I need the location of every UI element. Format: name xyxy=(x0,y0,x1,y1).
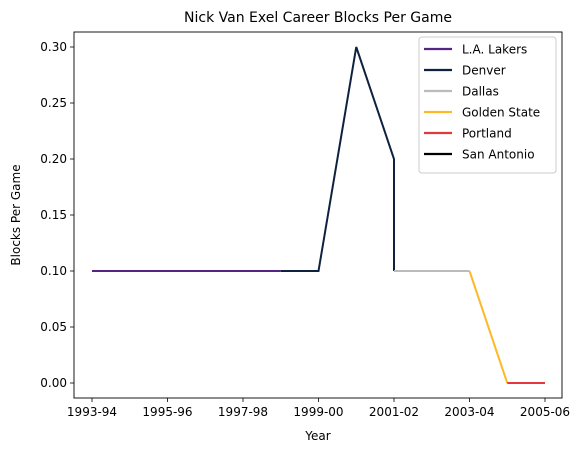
series-line-1 xyxy=(280,46,395,272)
y-tick-label: 0.15 xyxy=(40,208,67,222)
legend-label: L.A. Lakers xyxy=(462,43,527,57)
y-tick-label: 0.20 xyxy=(40,152,67,166)
legend-label: Golden State xyxy=(462,106,540,120)
x-tick-label: 2003-04 xyxy=(444,405,494,419)
x-tick-label: 2001-02 xyxy=(369,405,419,419)
series-line-3 xyxy=(468,270,509,384)
y-tick-label: 0.25 xyxy=(40,96,67,110)
x-axis-label: Year xyxy=(304,429,330,443)
x-axis: 1993-94 1995-96 1997-98 1999-00 2001-02 2003-… xyxy=(67,398,570,419)
legend-label: Denver xyxy=(462,64,506,78)
plot-area xyxy=(92,46,545,384)
y-tick-label: 0.05 xyxy=(40,320,67,334)
x-tick-label: 1995-96 xyxy=(142,405,192,419)
x-tick-label: 2005-06 xyxy=(520,405,570,419)
legend: L.A. Lakers Denver Dallas Golden State Portl… xyxy=(418,36,557,174)
x-tick-label: 1999-00 xyxy=(293,405,343,419)
chart-title: Nick Van Exel Career Blocks Per Game xyxy=(184,10,452,26)
y-tick-label: 0.10 xyxy=(40,264,67,278)
legend-box xyxy=(418,36,557,174)
y-axis: 0.00 0.05 0.10 0.15 0.20 0.25 0.30 xyxy=(40,40,74,390)
x-tick-label: 1997-98 xyxy=(218,405,268,419)
legend-label: San Antonio xyxy=(462,148,535,162)
y-tick-label: 0.30 xyxy=(40,40,67,54)
y-axis-label: Blocks Per Game xyxy=(9,164,23,265)
legend-label: Dallas xyxy=(462,85,499,99)
legend-label: Portland xyxy=(462,127,512,141)
x-tick-label: 1993-94 xyxy=(67,405,117,419)
y-tick-label: 0.00 xyxy=(40,376,67,390)
